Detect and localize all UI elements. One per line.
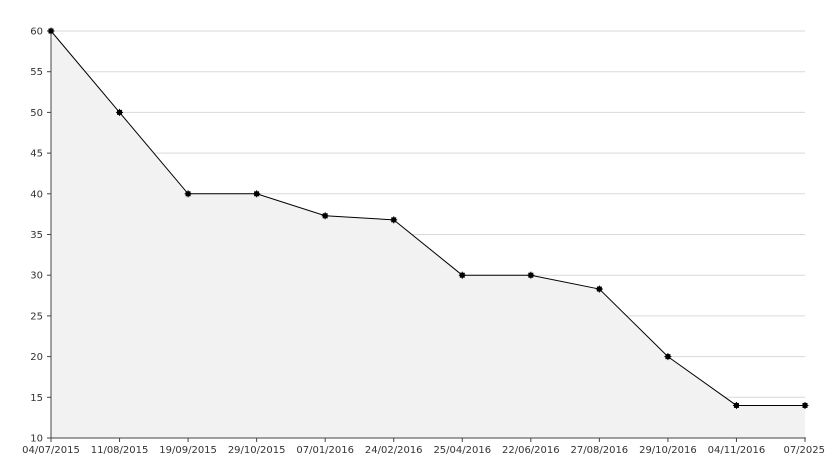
x-tick-label: 22/06/2016 <box>502 445 560 456</box>
x-axis-tick-labels: 04/07/2015 11/08/2015 19/09/2015 29/10/2015… <box>22 445 825 456</box>
data-point-markers <box>47 27 809 409</box>
y-tick-label: 50 <box>30 108 43 119</box>
y-axis-tick-labels: 10 15 20 25 30 35 40 45 50 55 60 <box>30 27 43 445</box>
x-tick-label: 07/01/2016 <box>296 445 354 456</box>
x-tick-label: 27/08/2016 <box>571 445 629 456</box>
y-tick-label: 15 <box>30 393 43 404</box>
x-tick-label: 04/07/2015 <box>22 445 80 456</box>
y-tick-label: 35 <box>30 230 43 241</box>
x-tick-label: 24/02/2016 <box>365 445 423 456</box>
area-fill <box>51 31 805 438</box>
area-fill-layer <box>51 31 805 438</box>
data-point <box>253 190 261 198</box>
data-point <box>184 190 192 198</box>
y-tick-label: 55 <box>30 67 43 78</box>
data-point <box>527 271 535 279</box>
series-line <box>50 30 805 406</box>
data-point <box>664 353 672 361</box>
y-tick-label: 25 <box>30 311 43 322</box>
series-line-layer <box>50 30 805 406</box>
x-tick-label: 11/08/2015 <box>91 445 149 456</box>
y-tick-label: 60 <box>30 27 43 38</box>
data-point <box>801 401 809 409</box>
data-point <box>458 271 466 279</box>
data-point <box>47 27 55 35</box>
y-tick-label: 30 <box>30 271 43 282</box>
x-tick-label: 07/2025 <box>783 445 825 456</box>
x-tick-label: 25/04/2016 <box>433 445 491 456</box>
y-tick-label: 20 <box>30 352 43 363</box>
data-point <box>116 108 124 116</box>
data-point <box>321 212 329 220</box>
y-tick-label: 10 <box>30 434 43 445</box>
data-point <box>595 285 603 293</box>
x-tick-label: 04/11/2016 <box>708 445 766 456</box>
y-tick-label: 40 <box>30 189 43 200</box>
x-tick-label: 19/09/2015 <box>159 445 217 456</box>
x-tick-label: 29/10/2016 <box>639 445 697 456</box>
y-tick-label: 45 <box>30 149 43 160</box>
x-tick-label: 29/10/2015 <box>228 445 286 456</box>
data-point <box>390 216 398 224</box>
data-point <box>732 401 740 409</box>
